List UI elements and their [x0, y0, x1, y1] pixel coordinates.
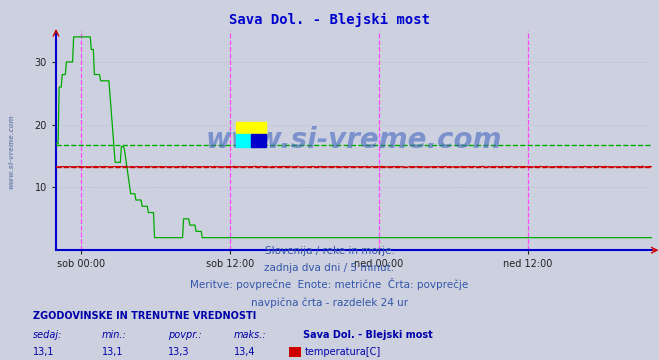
Text: navpična črta - razdelek 24 ur: navpična črta - razdelek 24 ur [251, 297, 408, 308]
Bar [251, 134, 266, 147]
Text: www.si-vreme.com: www.si-vreme.com [8, 114, 14, 189]
Text: sedaj:: sedaj: [33, 330, 63, 341]
Text: Meritve: povprečne  Enote: metrične  Črta: povprečje: Meritve: povprečne Enote: metrične Črta:… [190, 278, 469, 291]
Text: Sava Dol. - Blejski most: Sava Dol. - Blejski most [229, 13, 430, 27]
Text: min.:: min.: [102, 330, 127, 341]
Text: Sava Dol. - Blejski most: Sava Dol. - Blejski most [303, 330, 433, 341]
Text: 13,3: 13,3 [168, 347, 190, 357]
Text: temperatura[C]: temperatura[C] [304, 347, 381, 357]
Text: Slovenija / reke in morje.: Slovenija / reke in morje. [264, 246, 395, 256]
Text: 13,1: 13,1 [102, 347, 124, 357]
Text: 13,4: 13,4 [234, 347, 256, 357]
Text: zadnja dva dni / 5 minut.: zadnja dva dni / 5 minut. [264, 263, 395, 273]
Text: maks.:: maks.: [234, 330, 267, 341]
Text: povpr.:: povpr.: [168, 330, 202, 341]
Text: www.si-vreme.com: www.si-vreme.com [206, 126, 502, 154]
Bar [236, 122, 266, 134]
Text: 13,1: 13,1 [33, 347, 55, 357]
Text: ZGODOVINSKE IN TRENUTNE VREDNOSTI: ZGODOVINSKE IN TRENUTNE VREDNOSTI [33, 311, 256, 321]
Bar [236, 134, 251, 147]
